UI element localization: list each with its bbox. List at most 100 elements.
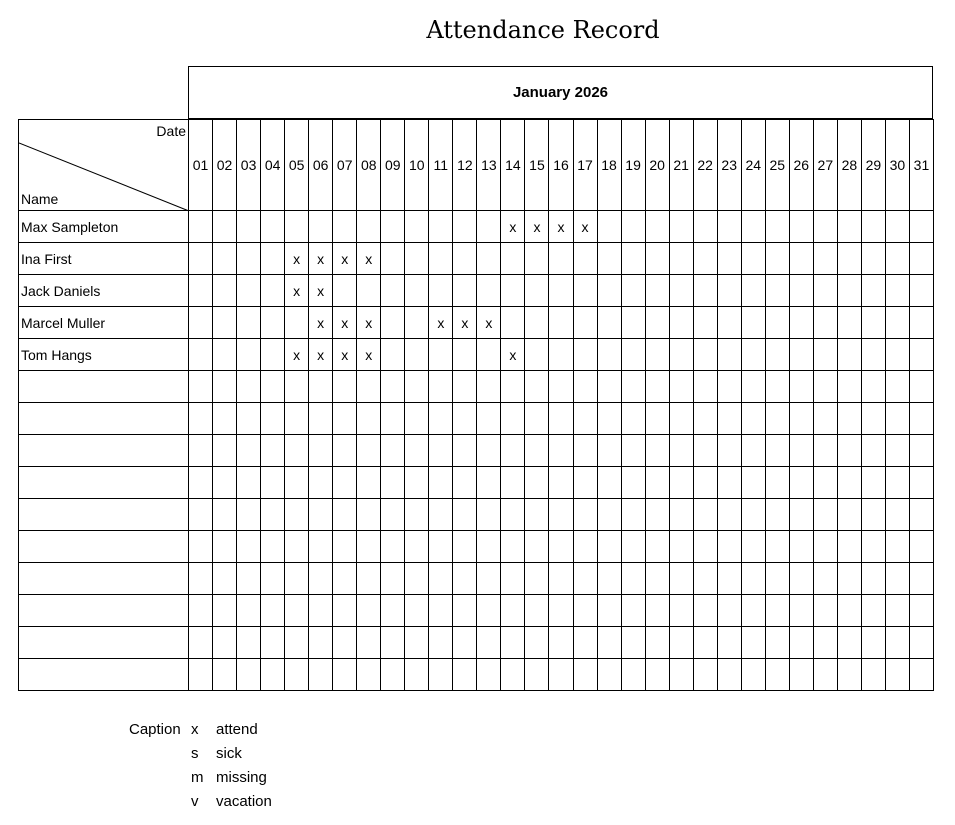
- attendance-cell[interactable]: [548, 466, 574, 499]
- attendance-cell[interactable]: [716, 370, 742, 403]
- attendance-cell[interactable]: [668, 274, 694, 307]
- attendance-cell[interactable]: [284, 594, 310, 627]
- attendance-cell[interactable]: [668, 306, 694, 339]
- attendance-cell[interactable]: [764, 370, 790, 403]
- attendance-cell[interactable]: [452, 274, 478, 307]
- attendance-cell[interactable]: [236, 402, 262, 435]
- attendance-cell[interactable]: [812, 402, 838, 435]
- attendance-cell[interactable]: x: [452, 306, 478, 339]
- attendance-cell[interactable]: [332, 658, 358, 691]
- attendance-cell[interactable]: [188, 274, 214, 307]
- attendance-cell[interactable]: [212, 658, 238, 691]
- attendance-cell[interactable]: [596, 338, 622, 371]
- attendance-cell[interactable]: x: [284, 242, 310, 275]
- attendance-cell[interactable]: [812, 530, 838, 563]
- attendance-cell[interactable]: [188, 498, 214, 531]
- attendance-cell[interactable]: [716, 626, 742, 659]
- attendance-cell[interactable]: [644, 338, 670, 371]
- attendance-cell[interactable]: [884, 210, 910, 243]
- attendance-cell[interactable]: [860, 434, 886, 467]
- attendance-cell[interactable]: [788, 626, 814, 659]
- attendance-cell[interactable]: [764, 306, 790, 339]
- attendance-cell[interactable]: [908, 594, 934, 627]
- attendance-cell[interactable]: [260, 434, 286, 467]
- attendance-cell[interactable]: [620, 434, 646, 467]
- attendance-cell[interactable]: [236, 210, 262, 243]
- attendance-cell[interactable]: [356, 594, 382, 627]
- attendance-cell[interactable]: x: [524, 210, 550, 243]
- attendance-cell[interactable]: [524, 658, 550, 691]
- attendance-cell[interactable]: [716, 338, 742, 371]
- attendance-cell[interactable]: [716, 530, 742, 563]
- attendance-cell[interactable]: [812, 210, 838, 243]
- attendance-cell[interactable]: [332, 466, 358, 499]
- attendance-cell[interactable]: [428, 562, 454, 595]
- attendance-cell[interactable]: [332, 562, 358, 595]
- attendance-cell[interactable]: [452, 466, 478, 499]
- attendance-cell[interactable]: [380, 402, 406, 435]
- attendance-cell[interactable]: [836, 466, 862, 499]
- attendance-cell[interactable]: [212, 626, 238, 659]
- attendance-cell[interactable]: [668, 530, 694, 563]
- attendance-cell[interactable]: [212, 466, 238, 499]
- attendance-cell[interactable]: [212, 530, 238, 563]
- attendance-cell[interactable]: [260, 466, 286, 499]
- attendance-cell[interactable]: [812, 658, 838, 691]
- attendance-cell[interactable]: [644, 626, 670, 659]
- attendance-cell[interactable]: [572, 658, 598, 691]
- attendance-cell[interactable]: [716, 434, 742, 467]
- attendance-cell[interactable]: [620, 402, 646, 435]
- attendance-cell[interactable]: [884, 498, 910, 531]
- attendance-cell[interactable]: [308, 594, 334, 627]
- attendance-cell[interactable]: [668, 466, 694, 499]
- attendance-cell[interactable]: [548, 338, 574, 371]
- attendance-cell[interactable]: [356, 466, 382, 499]
- attendance-cell[interactable]: [260, 658, 286, 691]
- attendance-cell[interactable]: [836, 402, 862, 435]
- attendance-cell[interactable]: [212, 210, 238, 243]
- attendance-cell[interactable]: [500, 658, 526, 691]
- attendance-cell[interactable]: [260, 498, 286, 531]
- attendance-cell[interactable]: [212, 402, 238, 435]
- attendance-cell[interactable]: [620, 562, 646, 595]
- attendance-cell[interactable]: x: [308, 306, 334, 339]
- attendance-cell[interactable]: [380, 434, 406, 467]
- attendance-cell[interactable]: [212, 594, 238, 627]
- attendance-cell[interactable]: x: [428, 306, 454, 339]
- attendance-cell[interactable]: [620, 594, 646, 627]
- attendance-cell[interactable]: [644, 242, 670, 275]
- attendance-cell[interactable]: [644, 498, 670, 531]
- attendance-cell[interactable]: [860, 402, 886, 435]
- attendance-cell[interactable]: [884, 242, 910, 275]
- name-cell[interactable]: Ina First: [18, 242, 189, 275]
- attendance-cell[interactable]: [332, 434, 358, 467]
- attendance-cell[interactable]: [452, 530, 478, 563]
- attendance-cell[interactable]: [812, 466, 838, 499]
- attendance-cell[interactable]: [716, 210, 742, 243]
- attendance-cell[interactable]: x: [356, 338, 382, 371]
- attendance-cell[interactable]: [572, 434, 598, 467]
- attendance-cell[interactable]: [284, 530, 310, 563]
- attendance-cell[interactable]: [428, 434, 454, 467]
- attendance-cell[interactable]: [716, 242, 742, 275]
- attendance-cell[interactable]: [812, 338, 838, 371]
- attendance-cell[interactable]: [860, 466, 886, 499]
- attendance-cell[interactable]: [740, 466, 766, 499]
- attendance-cell[interactable]: [908, 210, 934, 243]
- attendance-cell[interactable]: [620, 210, 646, 243]
- attendance-cell[interactable]: [740, 242, 766, 275]
- attendance-cell[interactable]: [476, 402, 502, 435]
- name-cell[interactable]: [18, 434, 189, 467]
- attendance-cell[interactable]: [356, 274, 382, 307]
- attendance-cell[interactable]: [836, 658, 862, 691]
- attendance-cell[interactable]: [308, 466, 334, 499]
- attendance-cell[interactable]: [212, 338, 238, 371]
- attendance-cell[interactable]: [908, 402, 934, 435]
- attendance-cell[interactable]: [212, 434, 238, 467]
- attendance-cell[interactable]: [908, 434, 934, 467]
- attendance-cell[interactable]: [476, 562, 502, 595]
- attendance-cell[interactable]: [596, 210, 622, 243]
- attendance-cell[interactable]: [380, 498, 406, 531]
- attendance-cell[interactable]: [836, 562, 862, 595]
- attendance-cell[interactable]: [452, 242, 478, 275]
